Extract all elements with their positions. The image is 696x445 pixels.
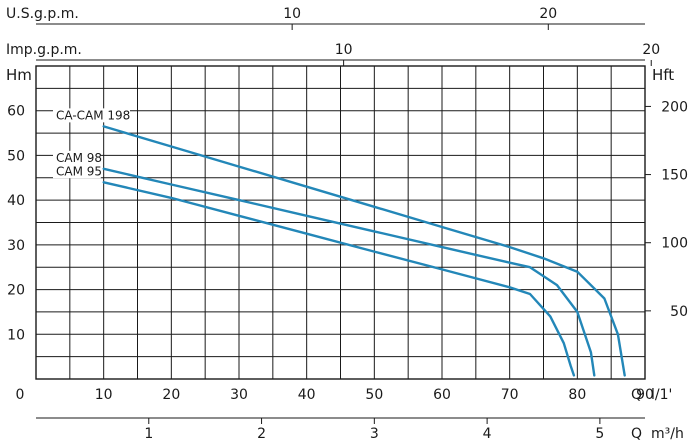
x-m3h-axis-unit: m³/h xyxy=(651,426,684,442)
y-right-tick-label: 150 xyxy=(661,168,688,184)
y-left-tick-label: 60 xyxy=(7,104,25,120)
x-m3h-tick-label: 3 xyxy=(370,426,379,442)
y-left-tick-label: 50 xyxy=(7,148,25,164)
x-m3h-tick-label: 4 xyxy=(483,426,492,442)
x-impgpm-tick-label: 20 xyxy=(642,42,660,58)
x-m3h-tick-label: 1 xyxy=(144,426,153,442)
y-right-tick-label: 200 xyxy=(661,99,688,115)
series-label-background xyxy=(53,164,101,179)
y-left-axis-label: Hm xyxy=(6,66,32,84)
curves xyxy=(102,125,626,377)
y-right-tick-label: 50 xyxy=(670,304,688,320)
x-impgpm-axis-label: Imp.g.p.m. xyxy=(6,42,82,58)
x-primary-tick-label: 0 xyxy=(16,387,25,403)
x-primary-tick-label: 80 xyxy=(568,387,586,403)
x-m3h-axis-label: Q xyxy=(631,426,642,442)
x-impgpm-tick-label: 10 xyxy=(335,42,353,58)
curve-series-2 xyxy=(102,167,596,377)
x-usgpm-axis-label: U.S.g.p.m. xyxy=(6,6,79,22)
x-usgpm-tick-label: 20 xyxy=(539,6,557,22)
series-label: CAM 95 xyxy=(56,164,102,178)
x-primary-tick-label: 30 xyxy=(230,387,248,403)
x-primary-tick-label: 50 xyxy=(365,387,383,403)
y-right-tick-label: 100 xyxy=(661,236,688,252)
series-label-background xyxy=(53,108,130,123)
curve-series-3 xyxy=(102,181,576,377)
x-primary-tick-label: 40 xyxy=(298,387,316,403)
x-primary-tick-label: 60 xyxy=(433,387,451,403)
y-left-tick-label: 20 xyxy=(7,283,25,299)
y-right-axis-label: Hft xyxy=(652,66,674,84)
curve-series-1 xyxy=(102,125,626,377)
x-m3h-tick-label: 2 xyxy=(257,426,266,442)
x-primary-tick-label: 10 xyxy=(95,387,113,403)
plot-frame xyxy=(35,65,646,380)
x-m3h-tick-label: 5 xyxy=(595,426,604,442)
series-label-background xyxy=(53,150,101,165)
x-primary-axis-label: Q xyxy=(631,387,642,403)
y-left-tick-label: 30 xyxy=(7,238,25,254)
y-left-tick-label: 40 xyxy=(7,193,25,209)
series-label: CAM 98 xyxy=(56,151,102,165)
x-primary-tick-label: 70 xyxy=(501,387,519,403)
axes: 10 20 30 40 50 60 Hm 50 100 150 200 Hft 0 10 20 30 40 50 6… xyxy=(6,6,688,442)
grid xyxy=(36,66,645,379)
series-label: CA-CAM 198 xyxy=(56,108,130,122)
x-usgpm-tick-label: 10 xyxy=(283,6,301,22)
x-primary-tick-label: 90 xyxy=(636,387,654,403)
x-primary-tick-label: 20 xyxy=(162,387,180,403)
y-left-tick-label: 10 xyxy=(7,327,25,343)
x-primary-axis-unit: l/1' xyxy=(651,387,672,403)
